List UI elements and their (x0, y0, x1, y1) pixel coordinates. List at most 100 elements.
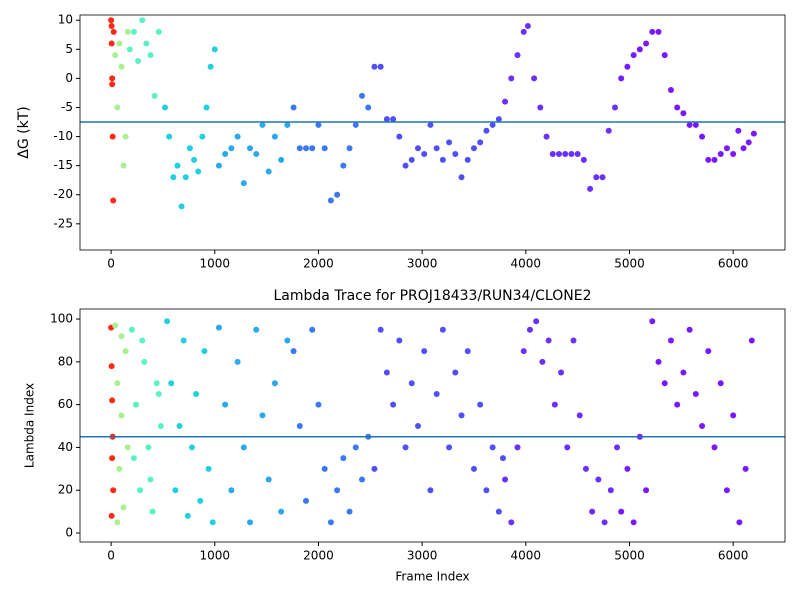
data-point (470, 465, 477, 472)
data-point (352, 444, 359, 451)
x-tick-label: 3000 (407, 549, 438, 563)
data-point (555, 151, 562, 158)
data-point (539, 358, 546, 365)
data-point (112, 52, 119, 59)
y-tick-label: -10 (53, 129, 73, 143)
data-point (120, 504, 127, 511)
y-tick-label: -20 (53, 187, 73, 201)
data-point (643, 40, 650, 47)
data-point (452, 369, 459, 376)
data-point (390, 116, 397, 123)
data-point (531, 75, 538, 82)
axes-frame (79, 308, 786, 543)
data-point (184, 512, 191, 519)
data-point (371, 465, 378, 472)
data-point (543, 133, 550, 140)
data-point (452, 151, 459, 158)
data-point (240, 180, 247, 187)
data-point (587, 185, 594, 192)
x-tick-label: 5000 (614, 549, 645, 563)
data-point (402, 162, 409, 169)
data-point (745, 139, 752, 146)
data-point (674, 401, 681, 408)
data-point (618, 508, 625, 515)
data-point (197, 497, 204, 504)
data-point (108, 512, 115, 519)
data-point (182, 174, 189, 181)
data-point (742, 465, 749, 472)
data-point (624, 465, 631, 472)
x-tick-label: 0 (107, 257, 115, 271)
data-point (605, 127, 612, 134)
data-point (109, 397, 116, 404)
data-point (674, 104, 681, 111)
data-point (699, 133, 706, 140)
y-tick-label: -15 (53, 158, 73, 172)
data-point (470, 145, 477, 152)
data-point (595, 476, 602, 483)
data-point (383, 116, 390, 123)
data-point (315, 401, 322, 408)
data-point (309, 145, 316, 152)
data-point (705, 156, 712, 163)
data-point (414, 145, 421, 152)
data-point (108, 23, 115, 30)
y-tick-label: 10 (58, 13, 73, 27)
data-point (253, 326, 260, 333)
data-point (340, 455, 347, 462)
data-point (549, 151, 556, 158)
x-tick-label: 4000 (511, 549, 542, 563)
data-point (611, 104, 618, 111)
data-point (346, 145, 353, 152)
data-point (699, 423, 706, 430)
data-point (692, 121, 699, 128)
data-point (303, 145, 310, 152)
data-point (143, 40, 150, 47)
data-point (130, 28, 137, 35)
data-point (680, 110, 687, 117)
data-point (124, 28, 131, 35)
data-point (186, 145, 193, 152)
data-point (717, 380, 724, 387)
data-point (122, 348, 129, 355)
data-point (209, 519, 216, 526)
data-point (661, 52, 668, 59)
data-point (176, 423, 183, 430)
data-point (667, 87, 674, 94)
data-point (599, 174, 606, 181)
data-point (109, 133, 116, 140)
data-point (655, 28, 662, 35)
data-point (296, 423, 303, 430)
data-point (735, 127, 742, 134)
data-point (495, 116, 502, 123)
x-axis-label: Frame Index (395, 570, 469, 584)
data-point (170, 174, 177, 181)
data-point (120, 162, 127, 169)
data-point (109, 75, 116, 82)
data-point (109, 455, 116, 462)
data-point (421, 151, 428, 158)
data-point (562, 151, 569, 158)
data-point (750, 130, 757, 137)
data-point (240, 444, 247, 451)
data-point (112, 322, 119, 329)
data-point (477, 401, 484, 408)
data-point (545, 337, 552, 344)
data-point (110, 28, 117, 35)
data-point (723, 487, 730, 494)
data-point (205, 465, 212, 472)
data-point (377, 326, 384, 333)
data-point (265, 476, 272, 483)
data-point (147, 476, 154, 483)
data-point (582, 465, 589, 472)
data-point (253, 151, 260, 158)
y-tick-label: 5 (65, 42, 73, 56)
data-point (643, 487, 650, 494)
data-point (155, 390, 162, 397)
data-point (427, 487, 434, 494)
data-point (259, 121, 266, 128)
data-point (489, 121, 496, 128)
data-point (508, 519, 515, 526)
data-point (327, 519, 334, 526)
